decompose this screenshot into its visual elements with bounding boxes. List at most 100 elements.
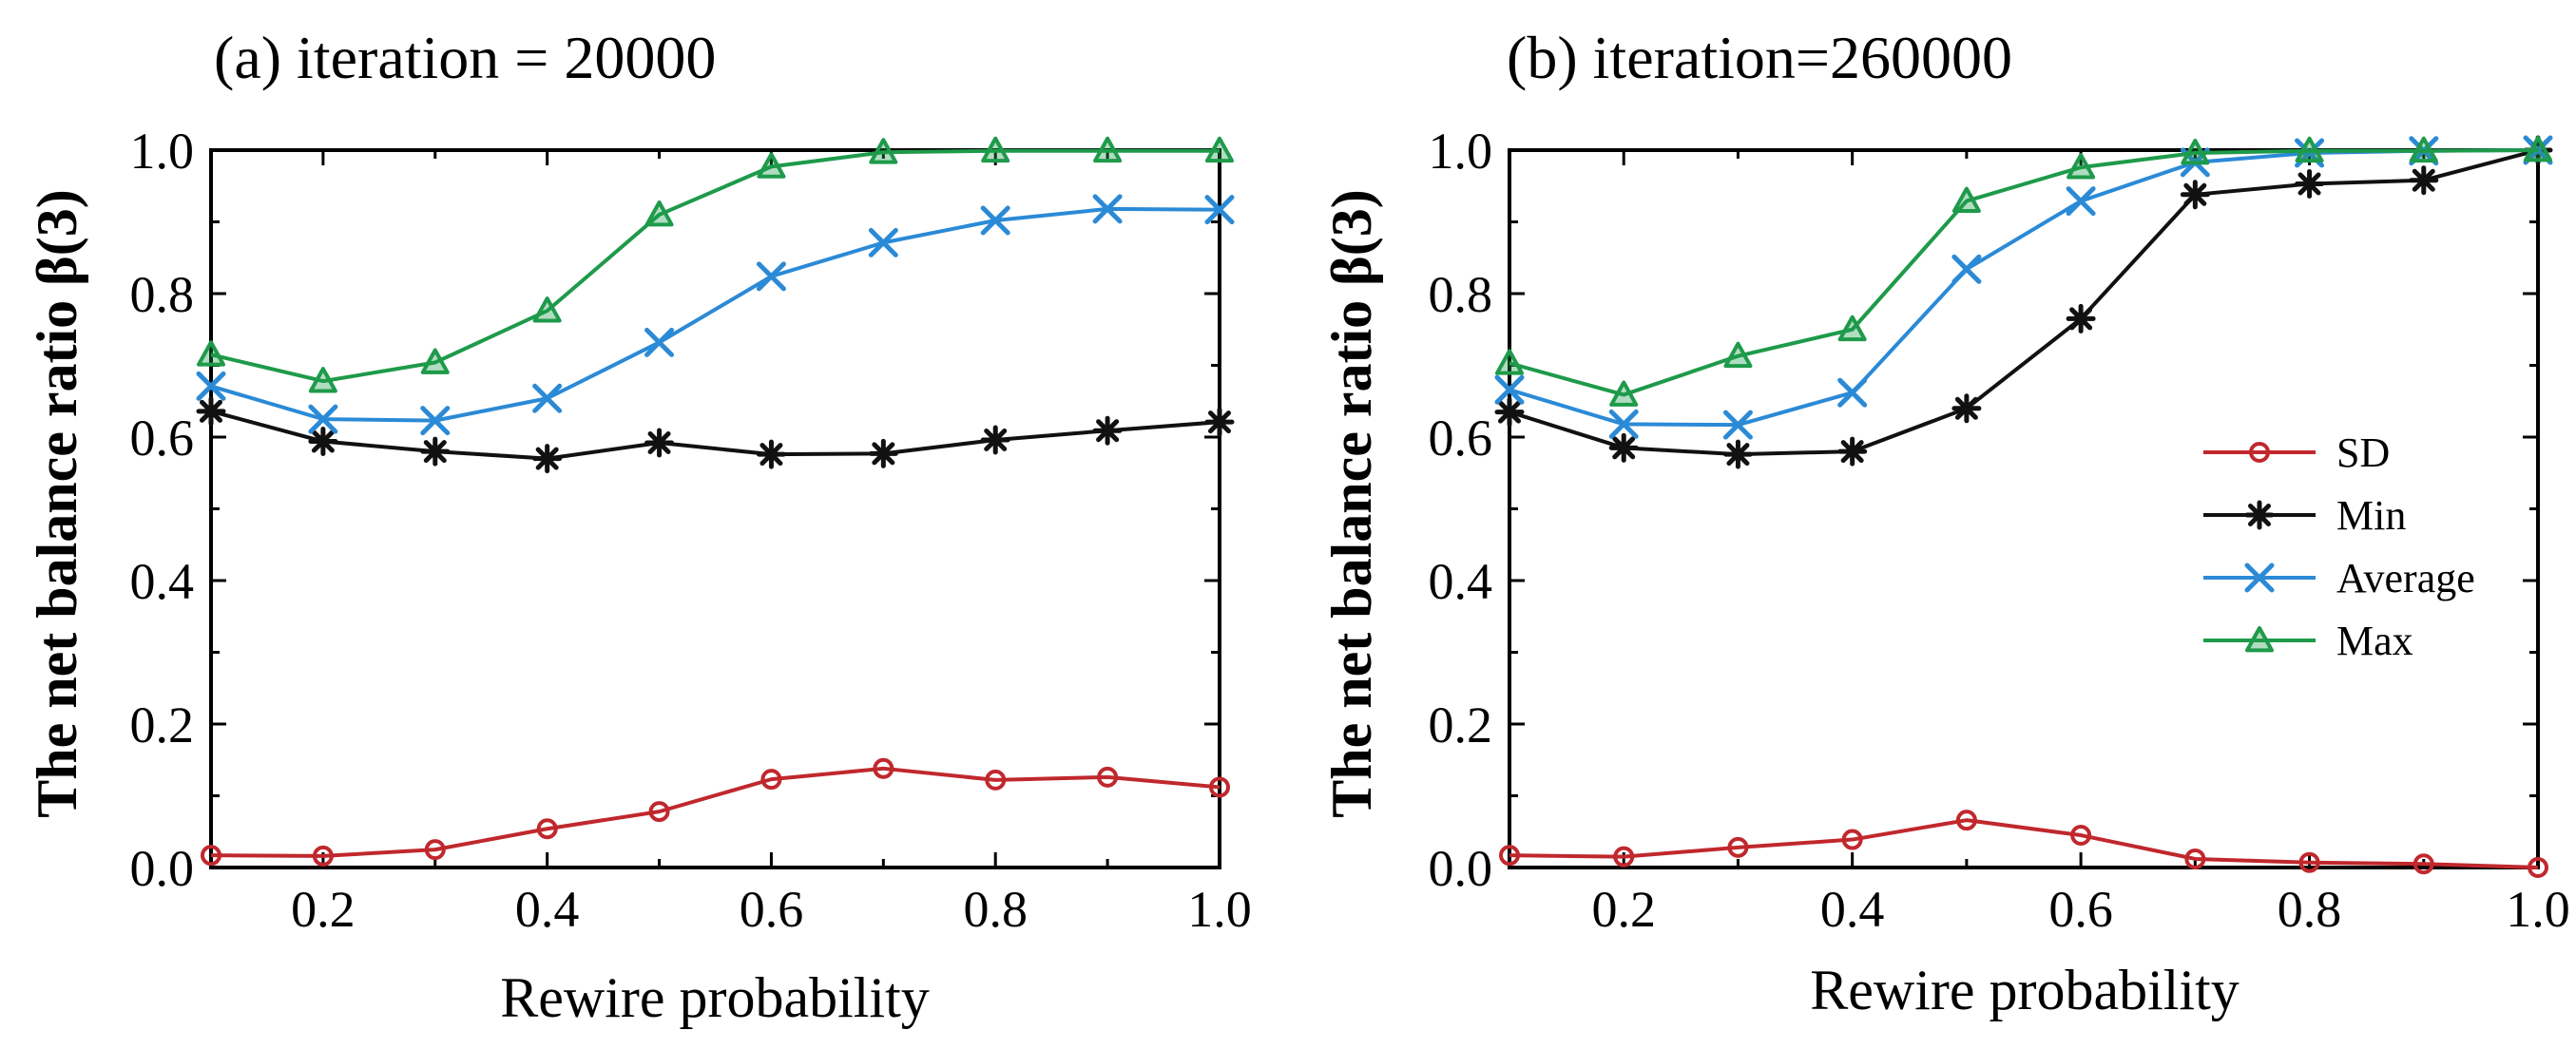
marker-circle xyxy=(2249,442,2270,463)
marker-triangle xyxy=(532,296,562,323)
legend-item-sd: SD xyxy=(2203,429,2390,476)
x-axis-label: Rewire probability xyxy=(1810,959,2240,1021)
marker-star xyxy=(2180,180,2210,210)
marker-triangle xyxy=(1723,341,1753,369)
marker-circle xyxy=(1841,829,1863,850)
marker-circle xyxy=(536,818,558,840)
marker-x xyxy=(644,327,675,357)
legend-item-average: Average xyxy=(2203,555,2475,601)
chart-title: (b) iteration=260000 xyxy=(1507,24,2012,91)
marker-x xyxy=(1951,254,1982,284)
marker-star xyxy=(644,428,675,458)
y-tick-label: 0.0 xyxy=(130,840,195,897)
marker-triangle xyxy=(2409,136,2438,163)
y-tick-label: 0.4 xyxy=(130,553,195,610)
marker-circle xyxy=(424,839,446,861)
y-tick-label: 0.0 xyxy=(1429,840,1493,897)
marker-circle xyxy=(2184,848,2206,869)
marker-x xyxy=(1608,409,1639,439)
y-tick-label: 0.6 xyxy=(1429,410,1493,467)
series-line xyxy=(1509,148,2539,397)
marker-x xyxy=(2066,186,2096,217)
marker-circle xyxy=(1955,810,1977,831)
series-max xyxy=(1495,136,2552,407)
marker-x xyxy=(420,406,451,436)
marker-triangle xyxy=(308,367,337,393)
marker-circle xyxy=(1727,836,1749,858)
x-tick-label: 0.2 xyxy=(1591,881,1656,938)
chart-panel-b: (b) iteration=260000 The net balance rat… xyxy=(1320,24,2570,1021)
marker-x xyxy=(532,383,563,413)
marker-star xyxy=(532,444,563,474)
marker-circle xyxy=(1613,846,1635,868)
marker-triangle xyxy=(1205,136,1234,163)
x-tick-label: 0.6 xyxy=(740,881,804,938)
series-line xyxy=(210,766,1221,858)
series-line xyxy=(1509,148,2539,457)
series-line xyxy=(1509,148,2539,428)
marker-circle xyxy=(873,757,894,779)
y-tick-label: 0.6 xyxy=(130,410,195,467)
marker-star xyxy=(196,396,226,427)
marker-star xyxy=(1494,397,1525,428)
marker-circle xyxy=(201,845,221,867)
y-axis-label-text: The net balance ratio β(3) xyxy=(1320,189,1383,818)
series-line xyxy=(210,409,1221,461)
y-tick-label: 0.8 xyxy=(130,266,195,323)
marker-star xyxy=(2244,500,2275,530)
legend-item-min: Min xyxy=(2203,492,2406,539)
series-min xyxy=(196,396,1235,474)
legend-label: Average xyxy=(2336,555,2475,601)
marker-circle xyxy=(985,769,1007,791)
chart-panel-a: (a) iteration = 20000 The net balance ra… xyxy=(26,24,1252,1029)
marker-x xyxy=(1837,377,1868,408)
marker-star xyxy=(1608,432,1639,463)
marker-triangle xyxy=(1093,136,1123,163)
marker-star xyxy=(980,425,1010,455)
x-tick-label: 0.6 xyxy=(2048,881,2113,938)
marker-x xyxy=(868,227,898,257)
series-line xyxy=(1509,818,2539,869)
x-tick-label: 0.4 xyxy=(515,881,580,938)
series-line xyxy=(210,148,1220,384)
marker-star xyxy=(2409,165,2439,196)
marker-triangle xyxy=(2181,139,2210,165)
legend-label: Max xyxy=(2336,618,2413,664)
x-tick-label: 0.2 xyxy=(291,881,356,938)
y-tick-label: 0.8 xyxy=(1429,266,1493,323)
y-tick-label: 0.2 xyxy=(1429,696,1493,753)
marker-triangle xyxy=(1951,186,1981,214)
marker-star xyxy=(2295,168,2325,199)
y-tick-label: 0.2 xyxy=(130,696,195,753)
marker-star xyxy=(1204,407,1235,437)
series-line xyxy=(210,206,1221,423)
series-sd xyxy=(201,757,1230,867)
marker-star xyxy=(1951,393,1982,424)
marker-circle xyxy=(760,769,782,791)
x-tick-label: 0.8 xyxy=(963,881,1028,938)
marker-star xyxy=(1092,415,1123,446)
y-tick-label: 0.4 xyxy=(1429,553,1493,610)
plot-area: 0.2 0.4 0.6 0.8 1.0 0.0 0.2 0.4 0.6 0.8 1.0 SD Min Av… xyxy=(1429,123,2570,938)
marker-star xyxy=(420,436,451,467)
y-axis-label: The net balance ratio β(3) xyxy=(26,189,88,818)
marker-x xyxy=(1204,195,1235,225)
marker-star xyxy=(308,427,338,457)
series-average xyxy=(196,194,1235,436)
marker-x xyxy=(1722,410,1753,440)
marker-circle xyxy=(312,845,334,867)
x-tick-label: 0.4 xyxy=(1820,881,1885,938)
legend-label: Min xyxy=(2336,492,2406,539)
marker-x xyxy=(308,404,338,434)
y-tick-label: 1.0 xyxy=(1429,123,1493,180)
chart-title: (a) iteration = 20000 xyxy=(214,24,716,91)
x-tick-label: 1.0 xyxy=(1187,881,1252,938)
marker-circle xyxy=(648,801,670,823)
marker-triangle xyxy=(869,138,898,164)
marker-triangle xyxy=(644,200,674,227)
marker-triangle xyxy=(1837,315,1867,342)
marker-star xyxy=(2066,303,2096,334)
marker-triangle xyxy=(757,152,786,179)
marker-circle xyxy=(2070,825,2092,847)
